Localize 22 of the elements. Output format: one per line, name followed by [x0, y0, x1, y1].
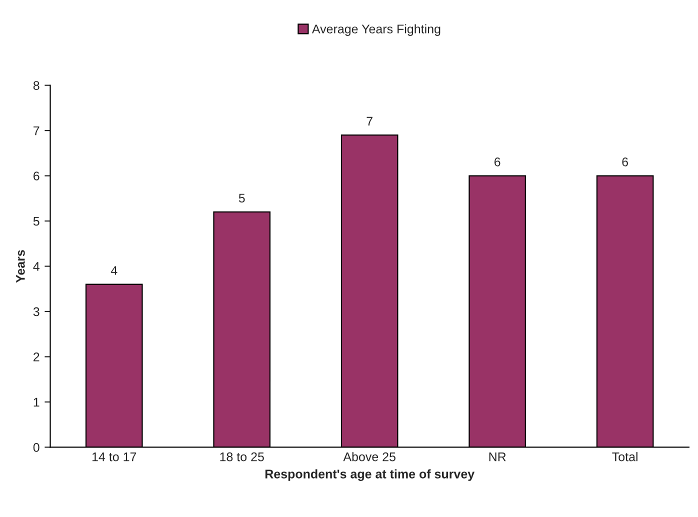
data-label: 5	[238, 194, 245, 203]
data-label: 4	[110, 266, 118, 275]
x-tick-label: Total	[612, 452, 638, 462]
legend-label: Average Years Fighting	[312, 24, 440, 36]
y-tick-label: 5	[33, 216, 40, 226]
x-tick-label: NR	[489, 452, 506, 462]
x-tick-label: 14 to 17	[92, 452, 136, 462]
y-tick-label: 7	[34, 126, 40, 136]
x-tick-label: Above 25	[343, 452, 396, 462]
y-tick-label: 8	[33, 81, 40, 90]
y-tick-label: 6	[34, 172, 40, 180]
y-tick-label: 0	[33, 443, 40, 452]
y-axis-title: Years	[16, 250, 25, 283]
data-label: 6	[622, 158, 628, 166]
y-tick-label: 2	[34, 352, 40, 362]
y-tick-label: 4	[33, 262, 40, 271]
y-tick-label: 1	[34, 398, 40, 406]
x-tick-label: 18 to 25	[220, 452, 264, 462]
x-axis-title: Respondent's age at time of survey	[265, 469, 475, 481]
data-label: 7	[366, 116, 372, 126]
y-tick-label: 3	[33, 307, 40, 316]
data-label: 6	[494, 158, 500, 166]
